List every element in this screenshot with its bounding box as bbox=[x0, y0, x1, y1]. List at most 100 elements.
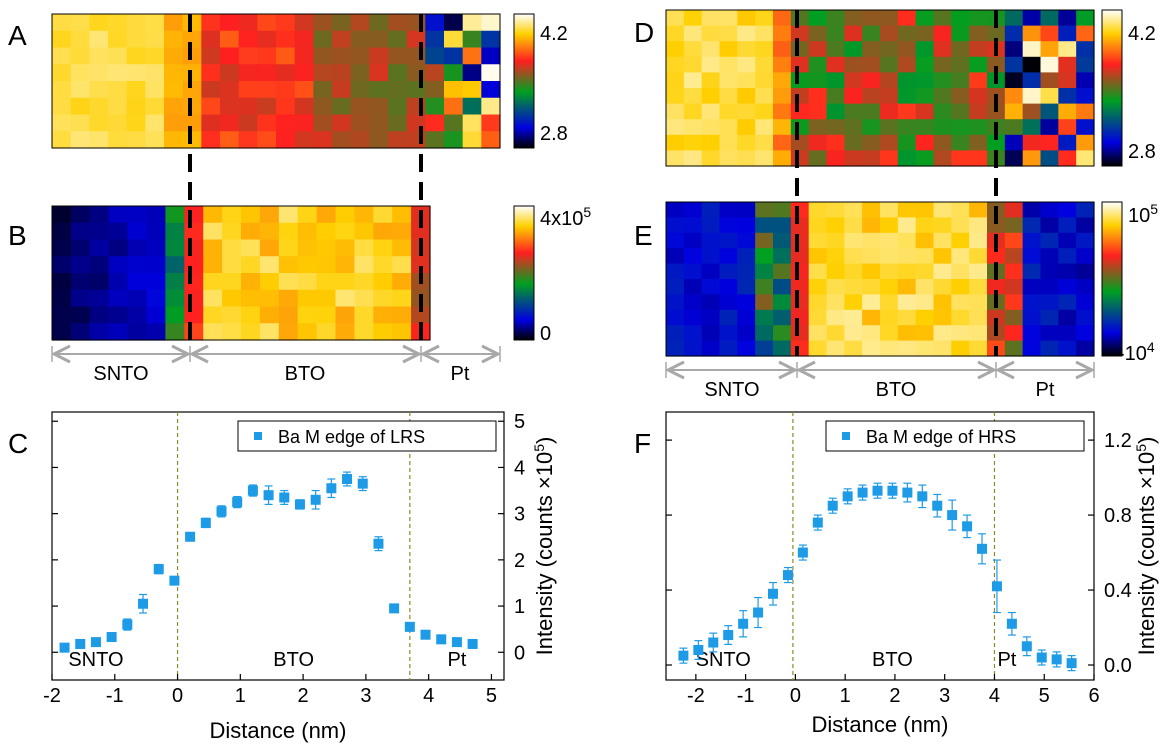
heatmap-cell bbox=[790, 232, 810, 249]
heatmap-cell bbox=[259, 306, 280, 324]
data-point bbox=[887, 482, 898, 499]
marker bbox=[917, 491, 928, 502]
heatmap-cell bbox=[294, 131, 314, 149]
heatmap-cell bbox=[406, 47, 426, 65]
heatmap-cell bbox=[915, 10, 935, 27]
marker bbox=[75, 638, 86, 649]
heatmap-cell bbox=[683, 41, 703, 58]
heatmap-cell bbox=[1058, 150, 1077, 167]
heatmap-cell bbox=[220, 114, 240, 132]
data-point bbox=[436, 634, 447, 645]
heatmap-cell bbox=[755, 325, 774, 342]
heatmap-cell bbox=[719, 150, 738, 167]
heatmap-cell bbox=[241, 256, 261, 274]
heatmap-cell bbox=[862, 248, 881, 265]
heatmap-cell bbox=[203, 323, 223, 341]
marker bbox=[90, 637, 101, 648]
heatmap-cell bbox=[444, 131, 464, 149]
heatmap-cell bbox=[259, 206, 280, 224]
heatmap-cell bbox=[127, 256, 148, 274]
data-point bbox=[932, 493, 943, 518]
heatmap-cell bbox=[1022, 202, 1042, 218]
heatmap-cell bbox=[184, 222, 204, 241]
heatmap-cell bbox=[259, 222, 280, 241]
heatmap-cell bbox=[52, 131, 72, 149]
heatmap-cell bbox=[257, 47, 277, 65]
heatmap-cell bbox=[969, 72, 988, 89]
heatmap-cell bbox=[406, 14, 426, 32]
heatmap-cell bbox=[701, 294, 721, 311]
heatmap-cell bbox=[862, 25, 881, 42]
heatmap-cell bbox=[773, 10, 792, 27]
heatmap-cell bbox=[201, 30, 221, 49]
y-tick-label: 0.4 bbox=[1104, 580, 1132, 602]
heatmap-cell bbox=[1022, 119, 1042, 136]
x-axis-title: Distance (nm) bbox=[210, 718, 347, 743]
heatmap-cell bbox=[755, 119, 774, 136]
heatmap-cell bbox=[933, 72, 952, 89]
heatmap-cell bbox=[755, 217, 774, 234]
heatmap-cell bbox=[1022, 325, 1042, 342]
heatmap-cell bbox=[108, 30, 128, 49]
data-point bbox=[977, 533, 988, 565]
heatmap-cell bbox=[773, 340, 792, 357]
marker bbox=[1051, 654, 1062, 665]
marker bbox=[404, 621, 415, 632]
heatmap-cell bbox=[987, 134, 1006, 151]
heatmap-cell bbox=[316, 289, 337, 308]
heatmap-cell bbox=[1022, 41, 1042, 58]
heatmap-cell bbox=[1004, 134, 1024, 151]
heatmap-cell bbox=[844, 10, 863, 27]
heatmap-cell bbox=[701, 134, 721, 151]
heatmap-cell bbox=[969, 202, 988, 218]
heatmap-cell bbox=[182, 81, 202, 99]
data-point bbox=[947, 499, 958, 531]
heatmap-cell bbox=[808, 103, 828, 120]
heatmap-cell bbox=[719, 134, 738, 151]
heatmap-cell bbox=[354, 222, 374, 241]
heatmap-cell bbox=[826, 340, 845, 357]
heatmap-cell bbox=[145, 81, 165, 99]
heatmap-cell bbox=[951, 232, 970, 249]
heatmap-cell bbox=[350, 30, 370, 49]
heatmap-cell bbox=[862, 88, 881, 105]
plot-frame bbox=[51, 411, 505, 681]
heatmap-cell bbox=[201, 64, 221, 82]
heatmap-cell bbox=[1040, 88, 1059, 105]
heatmap-cell bbox=[701, 56, 721, 73]
heatmap-cell bbox=[790, 217, 810, 234]
heatmap-cell bbox=[52, 289, 72, 308]
y-tick-label: 3 bbox=[514, 504, 525, 526]
heatmap-cell bbox=[719, 72, 738, 89]
heatmap-cell bbox=[808, 279, 828, 295]
heatmap-cell bbox=[444, 114, 464, 132]
data-point bbox=[753, 596, 764, 629]
region-label: Pt bbox=[997, 649, 1016, 671]
heatmap-cell bbox=[462, 131, 482, 149]
heatmap-cell bbox=[773, 88, 792, 105]
heatmap-cell bbox=[127, 239, 148, 257]
heatmap-cell bbox=[969, 340, 988, 357]
heatmap-cell bbox=[425, 114, 445, 132]
heatmap-cell bbox=[1004, 232, 1024, 249]
marker bbox=[294, 499, 305, 510]
heatmap-cell bbox=[70, 97, 90, 116]
heatmap-cell bbox=[313, 97, 333, 116]
heatmap-cell bbox=[880, 294, 899, 311]
heatmap-cell bbox=[126, 30, 146, 49]
heatmap-cell bbox=[278, 289, 299, 308]
marker bbox=[723, 630, 734, 641]
marker bbox=[797, 547, 808, 558]
heatmap-cell bbox=[683, 72, 703, 89]
heatmap-cell bbox=[844, 202, 863, 218]
heatmap-cell bbox=[1076, 279, 1095, 295]
data-point bbox=[917, 484, 928, 509]
heatmap-cell bbox=[52, 323, 72, 341]
heatmap-cell bbox=[1022, 263, 1042, 280]
heatmap-cell bbox=[126, 81, 146, 99]
heatmap-cell bbox=[951, 325, 970, 342]
heatmap-cell bbox=[844, 41, 863, 58]
heatmap-cell bbox=[773, 150, 792, 167]
marker bbox=[1066, 658, 1077, 669]
heatmap-cell bbox=[915, 294, 935, 311]
